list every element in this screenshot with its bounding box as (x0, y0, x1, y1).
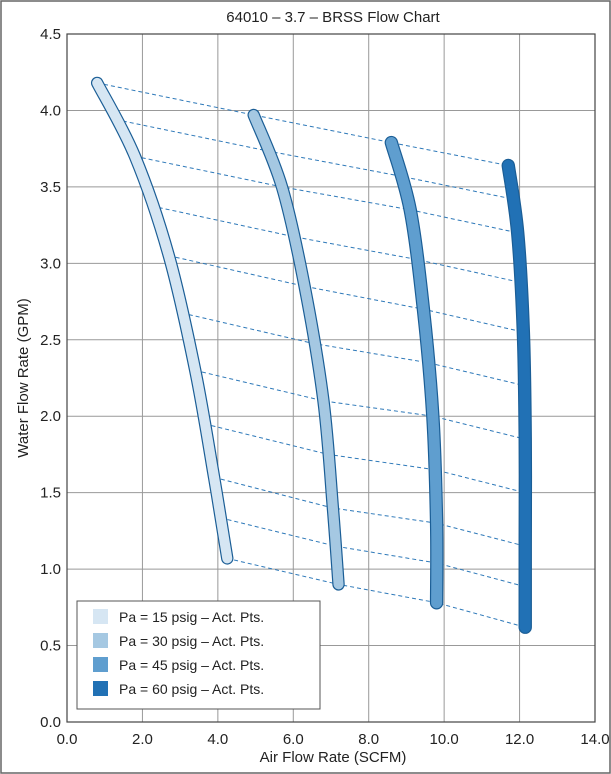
y-tick-label: 1.5 (40, 485, 61, 502)
chart-title: 64010 – 3.7 – BRSS Flow Chart (226, 9, 440, 26)
connector-line (195, 369, 526, 440)
y-axis-label: Water Flow Rate (GPM) (15, 298, 32, 457)
plot-area-border (66, 33, 596, 723)
connector-line (220, 517, 526, 588)
connector-line (115, 119, 514, 200)
series-layer (90, 76, 533, 634)
y-tick-label: 4.5 (40, 26, 61, 43)
x-tick-label: 6.0 (283, 731, 304, 748)
y-tick-label: 0.0 (40, 714, 61, 731)
y-tick-label: 2.5 (40, 332, 61, 349)
y-tick-label: 0.5 (40, 638, 61, 655)
series-line (385, 137, 443, 609)
connector-lines (97, 82, 526, 628)
connector-line (213, 476, 526, 547)
legend-label: Pa = 60 psig – Act. Pts. (119, 681, 264, 697)
y-tick-label: 4.0 (40, 102, 61, 119)
tick-labels: 0.0 2.0 4.0 6.0 8.0 10.0 12.0 14.0 0.0 0.5 1.0 1.5 2… (40, 26, 609, 748)
connector-line (151, 205, 521, 283)
series-line (92, 77, 233, 564)
series-line (248, 110, 344, 590)
x-tick-label: 10.0 (430, 731, 459, 748)
x-axis-label: Air Flow Rate (SCFM) (260, 749, 407, 766)
series-line (502, 159, 531, 633)
connector-line (97, 82, 509, 166)
legend-swatch (93, 633, 108, 648)
y-tick-label: 3.5 (40, 179, 61, 196)
connector-line (227, 557, 526, 628)
legend-swatch (93, 657, 108, 672)
legend-label: Pa = 30 psig – Act. Pts. (119, 633, 264, 649)
connector-line (168, 255, 524, 333)
legend-swatch (93, 681, 108, 696)
x-tick-label: 12.0 (505, 731, 534, 748)
x-tick-label: 4.0 (207, 731, 228, 748)
legend-swatch (93, 609, 108, 624)
connector-line (204, 423, 526, 494)
x-tick-label: 8.0 (358, 731, 379, 748)
x-tick-label: 14.0 (580, 731, 609, 748)
y-tick-label: 3.0 (40, 255, 61, 272)
legend-label: Pa = 45 psig – Act. Pts. (119, 657, 264, 673)
legend-box (76, 600, 321, 710)
x-tick-label: 2.0 (132, 731, 153, 748)
y-tick-label: 1.0 (40, 561, 61, 578)
legend-label: Pa = 15 psig – Act. Pts. (119, 609, 264, 625)
legend: Pa = 15 psig – Act. Pts. Pa = 30 psig – A… (76, 600, 321, 710)
x-tick-label: 0.0 (57, 731, 78, 748)
y-tick-label: 2.0 (40, 408, 61, 425)
